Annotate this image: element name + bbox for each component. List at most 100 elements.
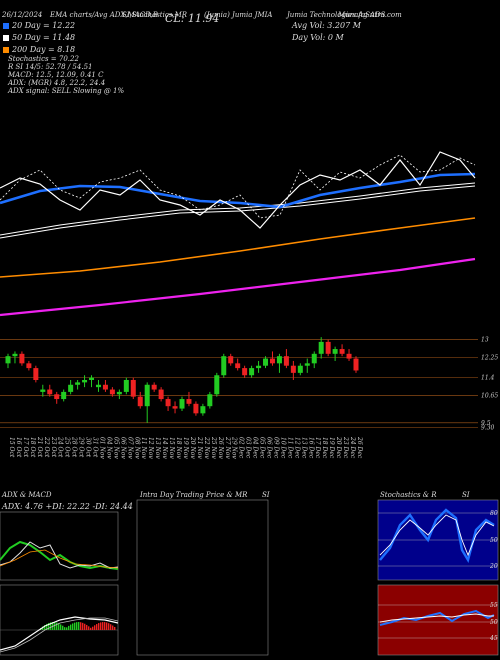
munafa-label: MunafaSutra.com: [338, 11, 402, 19]
macd-histogram-bar: [78, 622, 80, 630]
candle-body: [33, 368, 39, 380]
adx-line: [0, 549, 119, 569]
candle-body: [332, 349, 338, 354]
x-tick-label: 29 Nov: [231, 436, 238, 459]
price-trail-line: [0, 154, 476, 219]
x-tick-label: 28 Oct: [71, 436, 78, 458]
x-tick-label: 10 Dec: [279, 437, 286, 459]
x-tick-label: 26 Dec: [356, 436, 363, 459]
macd-histogram-bar: [88, 626, 90, 630]
macd-histogram-bar: [106, 622, 108, 630]
x-tick-label: 21 Nov: [196, 436, 203, 459]
x-tick-label: 20 Nov: [189, 436, 196, 459]
candle-body: [82, 380, 88, 383]
macd-histogram-bar: [58, 623, 60, 630]
x-tick-label: 17 Oct: [22, 437, 29, 458]
x-tick-label: 12 Nov: [147, 437, 154, 459]
macd-histogram-bar: [82, 622, 84, 630]
x-tick-label: 25 Nov: [210, 436, 217, 459]
x-tick-label: 23 Dec: [342, 436, 349, 459]
si-signal-line: [379, 613, 494, 623]
macd-histogram-bar: [50, 622, 52, 630]
candle-body: [109, 389, 115, 395]
x-tick-label: 08 Nov: [133, 437, 140, 459]
x-tick-label: 24 Dec: [349, 436, 356, 459]
candle-body: [137, 396, 143, 407]
x-tick-label: 13 Dec: [300, 437, 307, 459]
x-tick-label: 27 Nov: [224, 436, 231, 459]
candle-body: [276, 356, 282, 364]
macd-histogram-bar: [42, 626, 44, 630]
candle-body: [318, 341, 324, 354]
x-tick-label: 04 Nov: [105, 437, 112, 459]
candle-body: [346, 353, 352, 359]
x-tick-label: 11 Nov: [140, 437, 147, 459]
price-grid: [0, 339, 478, 428]
macd-histogram-bar: [48, 622, 50, 630]
candle-body: [249, 368, 255, 376]
macd-histogram-bar: [108, 623, 110, 630]
macd-histogram-bar: [46, 623, 48, 630]
ema-20-line: [0, 172, 476, 209]
candle-body: [325, 341, 331, 354]
y-tick-label: 9.5: [481, 420, 491, 427]
candle-body: [61, 391, 67, 400]
ema-legend: 20 Day = 12.22 50 Day = 11.48 200 Day = …: [3, 21, 75, 54]
macd-histogram-bar: [86, 624, 88, 630]
symbol-label: (Jumia) Jumia JMIA: [204, 11, 273, 19]
macd-histogram-bar: [68, 625, 70, 630]
si-tick-label: 45: [489, 635, 498, 642]
candle-body: [40, 389, 46, 392]
si-tick-label: 55: [490, 602, 498, 609]
stoch-panel-title: Stochastics & R: [380, 491, 437, 499]
avg-volume: Avg Vol: 3.207 M: [292, 21, 361, 30]
candle-body: [311, 353, 317, 364]
candle-body: [283, 356, 289, 366]
legend-swatch-icon: [3, 46, 9, 53]
x-tick-label: 24 Oct: [57, 436, 64, 458]
indicators-label: EMA charts/Avg ADX,MACD,B: [50, 11, 158, 19]
macd-histogram-bar: [66, 627, 68, 630]
candle-body: [339, 349, 345, 354]
stoch-k-line: [379, 508, 495, 564]
candle-body: [151, 384, 157, 390]
candle-body: [144, 384, 150, 407]
x-tick-label: 25 Oct: [64, 436, 71, 458]
candle-body: [165, 399, 171, 407]
x-tick-label: 22 Oct: [43, 436, 50, 458]
macd-histogram-bar: [100, 622, 102, 630]
x-tick-label: 06 Dec: [266, 437, 273, 459]
intraday-panel-frame: [136, 499, 269, 656]
stat-line: MACD: 12.5, 12.09, 0.41 C: [8, 71, 104, 79]
candle-body: [235, 363, 241, 369]
candle-body: [242, 368, 248, 376]
candle-body: [172, 406, 178, 409]
candle-body: [297, 365, 303, 373]
x-tick-label: 12 Dec: [293, 437, 300, 459]
candle-body: [158, 389, 164, 400]
x-axis-labels: 15 Oct 16 Oct 17 Oct 18 Oct 21 Oct 22 Oct 23 O…: [8, 436, 363, 459]
x-tick-label: 09 Dec: [272, 437, 279, 459]
x-tick-label: 18 Dec: [321, 437, 328, 459]
legend-ema200-label: 200 Day = 8.18: [12, 45, 76, 54]
candle-body: [116, 391, 122, 395]
legend-ema20-label: 20 Day = 12.22: [12, 21, 76, 30]
x-tick-label: 30 Oct: [85, 437, 92, 458]
x-tick-label: 16 Dec: [307, 437, 314, 459]
x-tick-label: 23 Oct: [50, 436, 57, 458]
macd-histogram-bar: [110, 624, 112, 630]
candle-body: [256, 365, 262, 369]
si-tick-label: 50: [490, 619, 498, 626]
candle-body: [186, 399, 192, 404]
intraday-si-label: SI: [262, 491, 270, 499]
macd-histogram-bar: [94, 625, 96, 630]
indicator-panels: 80 50 20 55 50 45: [0, 499, 499, 656]
x-tick-label: 01 Nov: [98, 437, 105, 459]
x-tick-label: 22 Nov: [203, 436, 210, 459]
ema-long-line: [0, 257, 476, 317]
macd-histogram-bar: [54, 622, 56, 630]
candle-body: [214, 375, 220, 395]
date-label: 26/12/2024: [2, 11, 43, 19]
macd-histogram-bar: [90, 627, 92, 630]
candle-body: [89, 377, 95, 380]
